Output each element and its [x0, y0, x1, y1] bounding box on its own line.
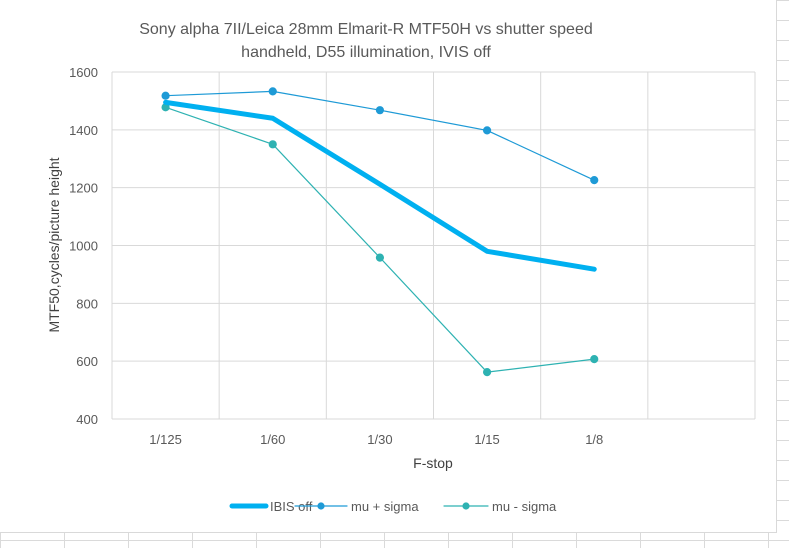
y-axis-tick-labels: 400 600 800 1000 1200 1400 1600	[69, 65, 98, 427]
series-point	[590, 176, 599, 185]
y-tick-label: 1400	[69, 123, 98, 138]
chart-title-line-1: Sony alpha 7II/Leica 28mm Elmarit-R MTF5…	[139, 21, 593, 38]
series-point	[482, 368, 492, 377]
x-tick-label: 1/8	[585, 432, 603, 447]
chart-gridlines	[111, 71, 756, 420]
y-tick-label: 1200	[69, 181, 98, 196]
x-tick-label: 1/30	[367, 432, 392, 447]
y-tick-label: 800	[76, 296, 98, 311]
y-tick-label: 400	[76, 412, 98, 427]
legend-swatch-marker	[462, 502, 470, 510]
series-line	[164, 106, 595, 373]
series-line	[164, 90, 595, 181]
x-tick-label: 1/125	[149, 432, 182, 447]
y-axis-label: MTF50,cycles/picture height	[46, 157, 62, 332]
series-point	[268, 87, 277, 96]
y-tick-label: 600	[76, 354, 98, 369]
series-point	[161, 91, 170, 100]
series-point	[482, 126, 492, 135]
y-tick-label: 1000	[69, 239, 98, 254]
chart-area[interactable]: 400 600 800 1000 1200 1400 1600 1/125 1/60 1/30 1…	[0, 0, 777, 533]
series-point	[268, 140, 277, 149]
series-point	[375, 253, 385, 262]
chart-title-line-2: handheld, D55 illumination, IVIS off	[241, 44, 491, 61]
series-point	[590, 355, 599, 364]
chart-series	[161, 87, 599, 377]
legend-label: mu + sigma	[351, 499, 419, 514]
series-line	[163, 99, 597, 272]
x-tick-label: 1/15	[474, 432, 499, 447]
chart-legend: IBIS off mu + sigma mu - sigma	[229, 499, 557, 514]
legend-label: mu - sigma	[492, 499, 557, 514]
x-axis-label: F-stop	[413, 455, 453, 471]
legend-swatch-marker	[317, 502, 325, 510]
x-tick-label: 1/60	[260, 432, 285, 447]
series-point	[375, 106, 385, 115]
x-axis-tick-labels: 1/125 1/60 1/30 1/15 1/8	[149, 432, 603, 447]
legend-label: IBIS off	[270, 499, 313, 514]
y-tick-label: 1600	[69, 65, 98, 80]
